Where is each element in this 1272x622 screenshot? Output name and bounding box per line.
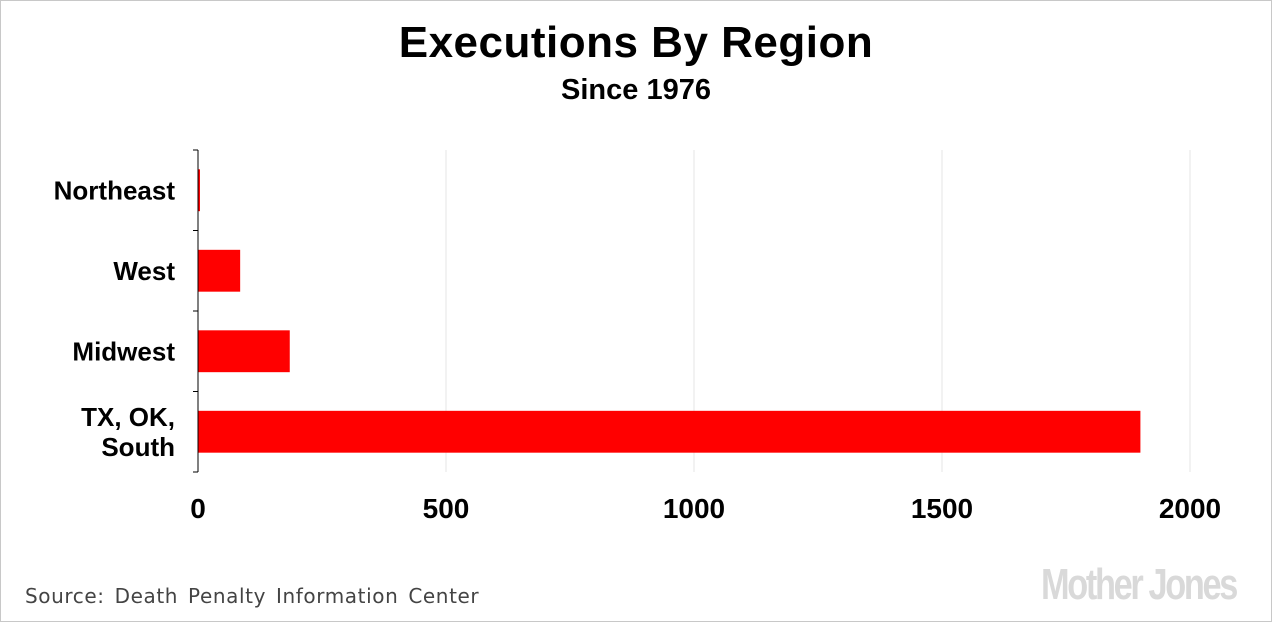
x-tick-label: 1500 xyxy=(911,493,973,524)
category-label: Midwest xyxy=(72,336,175,366)
bar-tx-ok-south xyxy=(198,410,1141,453)
x-tick-label: 500 xyxy=(423,493,470,524)
bars xyxy=(198,169,1141,453)
category-label: TX, OK, xyxy=(81,402,175,432)
x-tick-labels: 0 500 1000 1500 2000 xyxy=(190,493,1221,524)
category-label: West xyxy=(113,256,175,286)
source-note: Source: Death Penalty Information Center xyxy=(25,584,480,608)
bar-west xyxy=(198,249,241,292)
chart-subtitle: Since 1976 xyxy=(561,74,711,106)
y-axis xyxy=(193,149,199,473)
x-tick-label: 1000 xyxy=(663,493,725,524)
mother-jones-logo: Mother Jones xyxy=(1040,560,1238,609)
x-tick-label: 0 xyxy=(190,493,206,524)
bar-northeast xyxy=(198,169,200,212)
category-label: Northeast xyxy=(54,175,176,205)
bar-midwest xyxy=(198,330,290,373)
x-tick-label: 2000 xyxy=(1159,493,1221,524)
category-label: South xyxy=(101,432,175,462)
category-labels: Northeast West Midwest TX, OK,South xyxy=(54,175,176,462)
chart-title: Executions By Region xyxy=(398,18,874,67)
